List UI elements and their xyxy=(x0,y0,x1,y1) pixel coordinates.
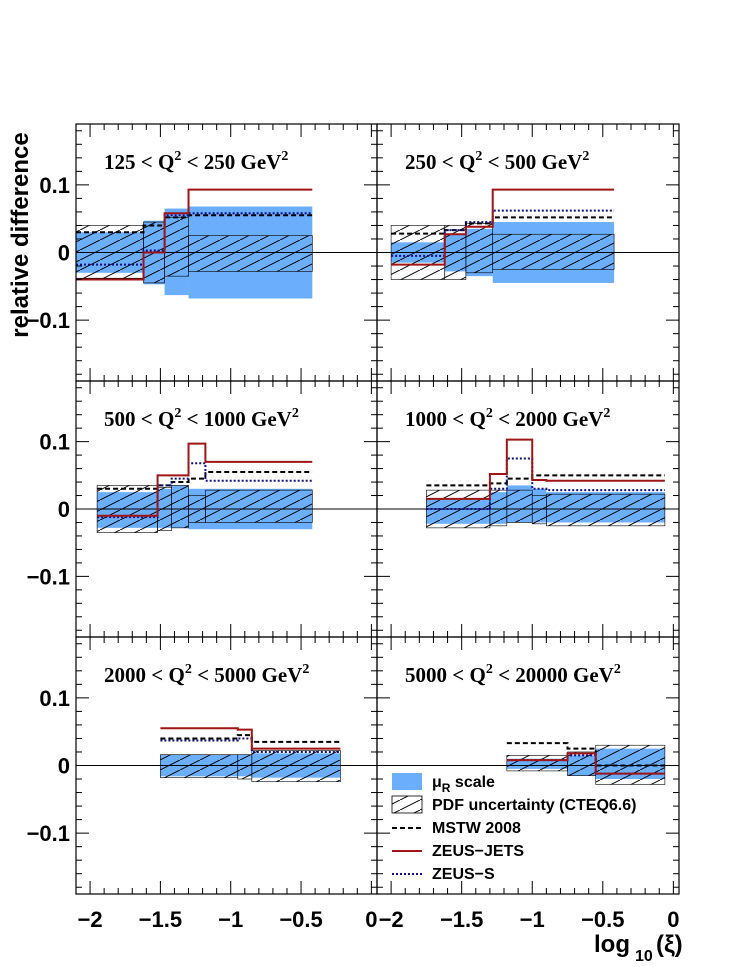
panel-label-lo: 125 < Q xyxy=(104,150,174,174)
pdf-band-bin xyxy=(506,755,568,772)
mstw-line xyxy=(506,742,665,767)
panel-label: 1000 < Q2 < 2000 GeV2 xyxy=(405,406,610,431)
pdf-band-bin xyxy=(164,217,189,277)
pdf-band-bin xyxy=(75,225,144,279)
x-tick-label: −0.5 xyxy=(581,907,624,932)
panel-label-mid: < 1000 GeV xyxy=(181,407,292,431)
panel-label-sup: 2 xyxy=(614,662,621,677)
panel-label-mid: < 20000 GeV xyxy=(493,663,614,687)
panel-label-lo: 5000 < Q xyxy=(405,663,486,687)
y-tick-label: −0.1 xyxy=(27,308,70,333)
panel-label: 125 < Q2 < 250 GeV2 xyxy=(104,149,288,174)
x-tick-label: −1 xyxy=(218,907,243,932)
y-tick-label: 0.1 xyxy=(39,430,70,455)
legend-swatch-mu-r xyxy=(392,773,422,790)
y-tick-label: 0 xyxy=(58,241,70,266)
zeus-jets-line xyxy=(426,438,665,500)
pdf-band-bin xyxy=(171,485,189,529)
axes-layer: −0.100.1−0.100.1−0.100.1−2 −1.5 −1 −0.5 0 −2−… xyxy=(27,173,680,932)
panel-label-sup: 2 xyxy=(302,662,309,677)
pdf-band-bin xyxy=(205,489,313,523)
legend-mu-text: scale xyxy=(450,774,495,791)
x-tick-label: −0.5 xyxy=(279,907,322,932)
mstw-line xyxy=(160,734,341,743)
legend-label-mu-r: μR scale xyxy=(432,774,495,795)
x-tick-label: 0 xyxy=(365,907,377,932)
panel-3: 500 < Q2 < 1000 GeV2 xyxy=(75,380,378,638)
pdf-band-bin xyxy=(546,493,666,527)
panel-label-mid: < 2000 GeV xyxy=(493,407,604,431)
panel-label-sup: 2 xyxy=(292,406,299,421)
panel-label-lo: 2000 < Q xyxy=(104,663,185,687)
panel-label-mid: < 5000 GeV xyxy=(192,663,303,687)
mstw-line xyxy=(97,470,313,490)
legend: μR scale PDF uncertainty (CTEQ6.6) MSTW 20… xyxy=(391,773,636,883)
panel-6: 5000 < Q2 < 20000 GeV2 xyxy=(376,636,680,895)
x-tick-label: −2 xyxy=(78,907,103,932)
legend-label-zeus-s: ZEUS−S xyxy=(432,866,495,883)
panel-label-lo: 500 < Q xyxy=(104,407,174,431)
zeus-jets-line xyxy=(160,727,341,750)
x-axis-title: log 10 (ξ) xyxy=(594,931,683,965)
pdf-band-bin xyxy=(489,489,508,527)
panel-label-sup: 2 xyxy=(185,662,192,677)
pdf-band-bin xyxy=(531,495,547,525)
zeus-s-line xyxy=(160,737,341,753)
zeus-jets-line xyxy=(391,188,615,266)
x-axis-title-main: log xyxy=(594,931,630,958)
panel-1: 125 < Q2 < 250 GeV2 xyxy=(75,123,378,382)
y-tick-label: 0.1 xyxy=(39,686,70,711)
legend-label-zeus-jets: ZEUS−JETS xyxy=(432,843,524,860)
x-tick-label: −1.5 xyxy=(139,907,182,932)
x-axis-title-sub: 10 xyxy=(635,948,653,965)
y-axis-title: relative difference xyxy=(7,132,34,337)
panel-label-sup: 2 xyxy=(582,149,589,164)
legend-swatch-pdf xyxy=(391,795,423,814)
panel-label-mid: < 250 GeV xyxy=(181,150,281,174)
pdf-band-bin xyxy=(465,223,494,274)
pdf-band-bin xyxy=(251,750,341,783)
panel-5: 2000 < Q2 < 5000 GeV2 xyxy=(75,636,378,895)
panel-label-sup: 2 xyxy=(486,662,493,677)
panel-label-lo: 1000 < Q xyxy=(405,407,486,431)
panel-label-lo: 250 < Q xyxy=(405,150,475,174)
panel-label-sup: 2 xyxy=(603,406,610,421)
panel-label: 250 < Q2 < 500 GeV2 xyxy=(405,149,589,174)
panel-label: 5000 < Q2 < 20000 GeV2 xyxy=(405,662,621,687)
y-tick-label: −0.1 xyxy=(27,564,70,589)
panel-label-mid: < 500 GeV xyxy=(482,150,582,174)
panels-layer: 125 < Q2 < 250 GeV2 250 < Q2 < 500 GeV250… xyxy=(75,123,680,895)
legend-label-pdf: PDF uncertainty (CTEQ6.6) xyxy=(432,797,636,814)
zeus-jets-line xyxy=(97,442,313,517)
zeus-jets-line xyxy=(506,752,665,775)
y-tick-label: −0.1 xyxy=(27,821,70,846)
panel-label-sup: 2 xyxy=(174,149,181,164)
panel-label-sup: 2 xyxy=(475,149,482,164)
panel-2: 250 < Q2 < 500 GeV2 xyxy=(376,123,680,382)
legend-mu-sub: R xyxy=(442,781,451,795)
pdf-band-bin xyxy=(188,235,313,272)
pdf-band-bin xyxy=(160,754,239,778)
panel-label-sup: 2 xyxy=(174,406,181,421)
panel-label-sup: 2 xyxy=(281,149,288,164)
x-tick-label: −2 xyxy=(379,907,404,932)
legend-mu-symbol: μ xyxy=(432,774,442,791)
pdf-band-bin xyxy=(237,754,253,780)
y-tick-label: 0.1 xyxy=(39,173,70,198)
y-tick-label: 0 xyxy=(58,497,70,522)
y-tick-label: 0 xyxy=(58,754,70,779)
panel-label-sup: 2 xyxy=(486,406,493,421)
pdf-band-bin xyxy=(506,489,533,523)
pdf-band-bin xyxy=(492,233,615,270)
panel-label: 500 < Q2 < 1000 GeV2 xyxy=(104,406,299,431)
zeus-jets-line xyxy=(76,188,313,281)
legend-label-mstw: MSTW 2008 xyxy=(432,820,521,837)
panel-4: 1000 < Q2 < 2000 GeV2 xyxy=(376,380,680,638)
x-tick-label: 0 xyxy=(667,907,679,932)
x-tick-label: −1.5 xyxy=(440,907,483,932)
x-axis-title-arg: (ξ) xyxy=(656,931,683,958)
x-tick-label: −1 xyxy=(520,907,545,932)
panel-label: 2000 < Q2 < 5000 GeV2 xyxy=(104,662,309,687)
